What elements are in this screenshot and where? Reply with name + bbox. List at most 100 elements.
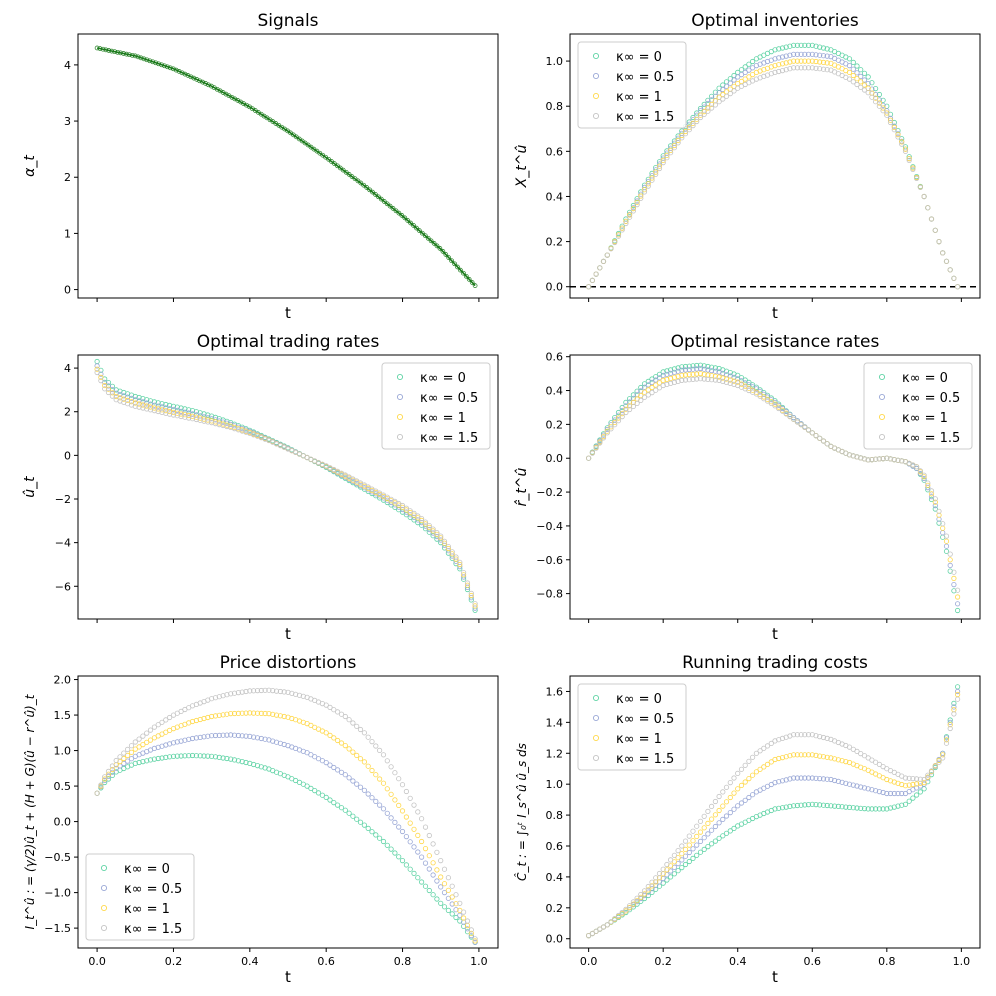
data-point <box>746 67 752 73</box>
data-point <box>209 753 215 759</box>
legend-label: κ∞ = 0.5 <box>616 712 674 727</box>
data-point <box>798 752 804 758</box>
data-point <box>701 109 707 115</box>
data-point <box>426 887 432 894</box>
data-point <box>350 749 356 755</box>
data-point <box>913 781 920 787</box>
data-point <box>128 756 135 762</box>
legend-box <box>85 853 195 941</box>
data-point <box>428 238 434 244</box>
data-point <box>846 76 853 82</box>
data-point <box>824 46 830 52</box>
data-point <box>686 377 692 383</box>
data-point <box>887 805 894 811</box>
data-point <box>720 803 726 809</box>
data-point <box>634 196 640 202</box>
data-point <box>694 366 700 372</box>
data-point <box>936 239 942 245</box>
data-point <box>634 901 640 907</box>
data-point <box>723 784 730 790</box>
data-point <box>623 409 629 416</box>
data-point <box>697 818 704 824</box>
data-point <box>346 775 352 781</box>
data-point <box>327 732 333 739</box>
data-point <box>653 886 659 892</box>
data-point <box>649 384 655 391</box>
data-point <box>392 770 398 776</box>
data-point <box>828 776 834 783</box>
data-point <box>779 805 786 811</box>
data-point <box>438 884 444 890</box>
data-point <box>910 775 916 782</box>
data-point <box>258 687 264 694</box>
legend-label: κ∞ = 1.5 <box>902 431 960 446</box>
data-point <box>872 759 879 765</box>
data-point <box>820 45 827 51</box>
data-point <box>664 152 670 158</box>
data-point <box>738 67 745 73</box>
data-point <box>136 736 142 742</box>
data-point <box>802 58 808 64</box>
data-point <box>697 849 704 855</box>
data-point <box>350 720 356 726</box>
y-tick-label: 0.6 <box>546 145 564 158</box>
legend-marker <box>396 433 404 441</box>
data-point <box>645 392 651 398</box>
data-point <box>453 556 459 562</box>
data-point <box>125 758 131 764</box>
data-point <box>365 791 371 797</box>
data-point <box>742 377 748 383</box>
data-point <box>735 74 741 80</box>
data-point <box>906 775 912 781</box>
data-point <box>705 843 711 850</box>
data-point <box>921 472 927 478</box>
data-point <box>708 364 715 370</box>
data-point <box>902 775 909 781</box>
data-point <box>783 53 789 59</box>
data-point <box>738 782 745 789</box>
data-point <box>802 51 808 57</box>
data-point <box>604 426 610 433</box>
data-point <box>392 498 398 504</box>
data-point <box>854 783 860 789</box>
legend-box <box>577 683 687 771</box>
data-point <box>861 805 868 812</box>
data-point <box>921 776 927 783</box>
data-point <box>441 889 448 896</box>
data-point <box>869 787 875 793</box>
panel-inventories: Optimal inventories 0.0 0.2 0.4 0.6 0.8 1.0 t X_… <box>514 11 981 322</box>
data-point <box>768 399 774 405</box>
data-point <box>634 400 640 406</box>
data-point <box>895 803 901 809</box>
data-point <box>334 709 341 715</box>
data-point <box>231 710 238 717</box>
data-point <box>846 781 853 787</box>
data-point <box>679 364 685 370</box>
data-point <box>623 906 629 913</box>
data-point <box>761 764 767 770</box>
data-point <box>735 770 741 777</box>
data-point <box>772 62 778 69</box>
data-point <box>388 846 394 852</box>
data-point <box>854 63 860 69</box>
data-point <box>779 408 786 414</box>
data-point <box>817 59 823 65</box>
data-point <box>899 139 905 145</box>
y-tick-label: −6 <box>55 580 71 593</box>
data-point <box>418 838 425 845</box>
data-point <box>940 530 946 536</box>
data-point <box>783 777 789 783</box>
data-point <box>430 526 436 532</box>
series-3 <box>94 369 478 607</box>
data-point <box>415 849 421 855</box>
axes-frame <box>569 33 981 299</box>
data-point <box>273 712 280 718</box>
data-point <box>817 753 823 759</box>
data-point <box>824 776 830 782</box>
data-point <box>887 790 894 797</box>
data-point <box>817 802 823 808</box>
y-tick-label: 0.4 <box>546 871 564 884</box>
data-point <box>376 747 383 754</box>
y-axis-label: û_t <box>22 476 38 498</box>
